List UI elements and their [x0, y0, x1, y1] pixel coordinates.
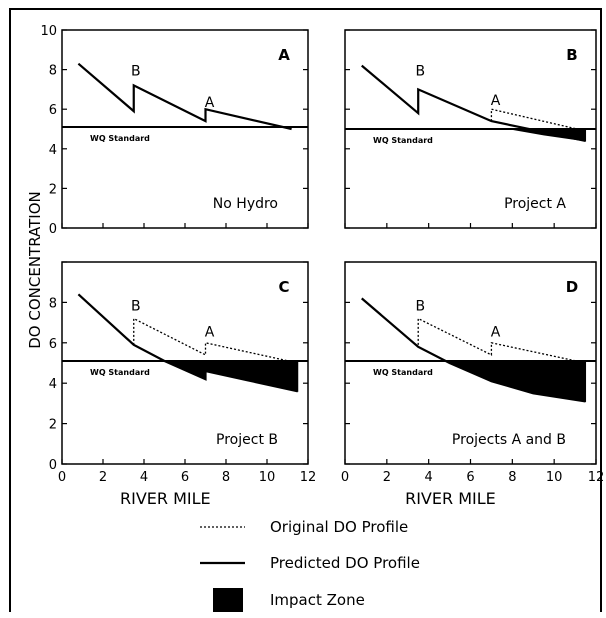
dam-label-b: B [131, 298, 141, 314]
y-tick-label: 2 [49, 418, 57, 433]
y-axis-label: DO CONCENTRATION [26, 191, 44, 349]
dam-label-b: B [131, 64, 141, 80]
y-tick-label: 2 [49, 182, 57, 197]
predicted-do-profile [77, 62, 292, 131]
x-tick-label: 2 [99, 470, 107, 485]
panel-b: WQ Standard B A B Project A [344, 29, 597, 229]
x-tick-label: 4 [140, 470, 148, 485]
x-tick-label: 0 [58, 470, 66, 485]
legend-label: Impact Zone [270, 591, 365, 609]
panel-letter: B [566, 46, 577, 64]
x-tick-label: 8 [222, 470, 230, 485]
wq-standard-label: WQ Standard [373, 368, 433, 377]
panel-caption: Projects A and B [452, 432, 566, 448]
panel-letter: A [278, 46, 290, 64]
predicted-do-profile [77, 293, 298, 393]
predicted-do-profile [361, 297, 586, 403]
panel-letter: C [278, 278, 289, 296]
y-tick-label: 6 [49, 103, 57, 118]
y-tick-label: 6 [49, 337, 57, 352]
panel-c: 0 2 4 6 8 0 2 4 6 8 10 12 RIVER MILE WQ Standard B A C Pr… [49, 261, 317, 508]
x-axis-label: RIVER MILE [405, 489, 496, 508]
dam-label-a: A [205, 325, 215, 341]
x-tick-label: 12 [588, 470, 605, 485]
y-tick-label: 10 [40, 24, 57, 39]
y-tick-label: 0 [49, 458, 57, 473]
panel-caption: Project A [504, 196, 566, 212]
dam-label-b: B [415, 64, 425, 80]
y-tick-label: 0 [49, 222, 57, 237]
x-tick-label: 4 [425, 470, 433, 485]
legend-impact-swatch [213, 588, 243, 612]
y-tick-label: 8 [49, 296, 57, 311]
y-tick-label: 4 [49, 377, 57, 392]
x-tick-label: 0 [341, 470, 349, 485]
x-tick-label: 12 [300, 470, 317, 485]
x-tick-label: 8 [508, 470, 516, 485]
legend-label: Original DO Profile [270, 518, 408, 536]
panel-letter: D [566, 278, 578, 296]
figure-frame [9, 8, 602, 612]
x-tick-label: 6 [466, 470, 474, 485]
panel-d: 0 2 4 6 8 10 12 RIVER MILE WQ Standard B A D Project… [341, 261, 605, 508]
impact-zone [449, 360, 587, 402]
panel-caption: Project B [216, 432, 278, 448]
wq-standard-label: WQ Standard [90, 134, 150, 143]
panel-caption: No Hydro [213, 196, 278, 212]
x-tick-label: 10 [259, 470, 276, 485]
legend-label: Predicted DO Profile [270, 554, 420, 572]
y-tick-label: 8 [49, 64, 57, 79]
panel-a: 0 2 4 6 8 10 WQ Standard B A A No Hydro [40, 24, 309, 237]
y-tick-label: 4 [49, 143, 57, 158]
predicted-do-profile [361, 64, 586, 142]
x-tick-label: 2 [383, 470, 391, 485]
dam-label-a: A [205, 95, 215, 111]
x-axis-label: RIVER MILE [120, 489, 211, 508]
dam-label-b: B [415, 298, 425, 314]
original-do-profile [490, 108, 586, 132]
dam-label-a: A [491, 93, 501, 109]
legend: Original DO Profile Predicted DO Profile I… [200, 518, 420, 612]
x-tick-label: 6 [181, 470, 189, 485]
original-do-profile [417, 317, 586, 364]
dam-label-a: A [491, 325, 501, 341]
wq-standard-label: WQ Standard [373, 136, 433, 145]
original-do-profile [133, 317, 298, 364]
wq-standard-label: WQ Standard [90, 368, 150, 377]
x-tick-label: 10 [546, 470, 563, 485]
